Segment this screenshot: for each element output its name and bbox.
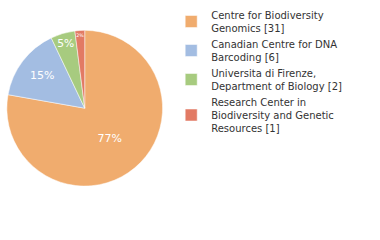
svg-text:Research Center inBiodiversity: Research Center inBiodiversity and Genet… [211, 97, 334, 134]
svg-text:5%: 5% [57, 37, 74, 50]
svg-text:Canadian Centre for DNABarcodi: Canadian Centre for DNABarcoding [6] [211, 39, 337, 63]
svg-text:Centre for BiodiversityGenomic: Centre for BiodiversityGenomics [31] [211, 10, 324, 34]
svg-text:77%: 77% [98, 132, 122, 145]
svg-text:Universita di Firenze,Departme: Universita di Firenze,Department of Biol… [211, 68, 342, 92]
svg-text:2%: 2% [76, 33, 84, 38]
svg-text:15%: 15% [30, 69, 54, 82]
